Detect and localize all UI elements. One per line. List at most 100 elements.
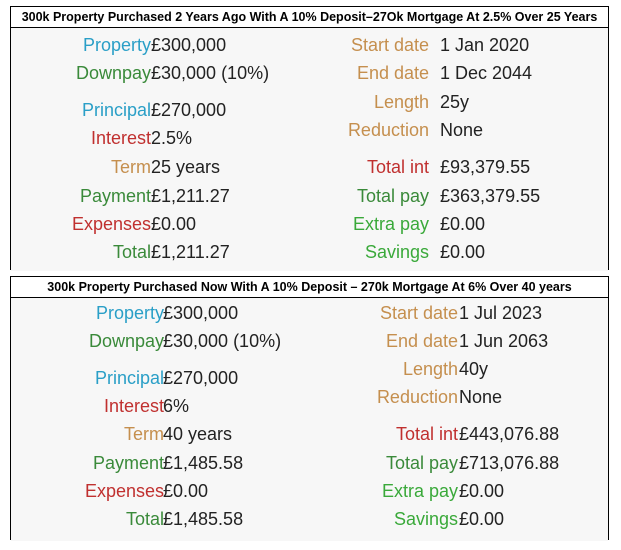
- property-label: Property: [95, 303, 164, 323]
- principal-row: Principal £270,000: [11, 365, 611, 391]
- term-row: Term 25 years: [11, 154, 611, 180]
- reduction-label: Reduction: [347, 120, 429, 140]
- reduction-value: None: [459, 387, 503, 407]
- panel-body: Property £300,000 Downpay £30,000 (10%) …: [11, 28, 608, 271]
- end-date-value: 1 Dec 2044: [440, 63, 533, 83]
- savings-label: Savings: [364, 242, 429, 262]
- panel-title: 300k Property Purchased Now With A 10% D…: [11, 277, 608, 298]
- start-date-value: 1 Jan 2020: [440, 35, 530, 55]
- panel-title: 300k Property Purchased 2 Years Ago With…: [11, 7, 608, 28]
- end-date-label: End date: [356, 63, 429, 83]
- expenses-row: Expenses £0.00: [11, 211, 611, 237]
- term-label: Term: [124, 424, 164, 444]
- savings-label: Savings: [393, 509, 458, 529]
- expenses-value: £0.00: [163, 481, 209, 501]
- start-date-row: Start date 1 Jul 2023: [11, 300, 611, 326]
- principal-row: Principal £270,000: [11, 97, 611, 123]
- start-date-label: Start date: [379, 303, 458, 323]
- total-int-label: Total int: [366, 157, 429, 177]
- principal-value: £270,000: [163, 368, 239, 388]
- reduction-value: None: [440, 120, 484, 140]
- reduction-row: Reduction None: [11, 384, 611, 410]
- savings-value: £0.00: [440, 242, 486, 262]
- total-pay-label: Total pay: [385, 453, 458, 473]
- extra-pay-value: £0.00: [459, 481, 505, 501]
- end-date-row: End date 1 Jun 2063: [11, 328, 611, 354]
- downpay-value: £30,000 (10%): [163, 331, 282, 351]
- total-int-value: £443,076.88: [459, 424, 560, 444]
- interest-label: Interest: [103, 396, 164, 416]
- mortgage-panel-2020: 300k Property Purchased 2 Years Ago With…: [10, 6, 609, 271]
- payment-label: Payment: [92, 453, 164, 473]
- total-int-label: Total int: [395, 424, 458, 444]
- downpay-label: Downpay: [75, 63, 151, 83]
- interest-row: Interest 6%: [11, 393, 611, 419]
- total-pay-label: Total pay: [356, 186, 429, 206]
- interest-label: Interest: [90, 128, 151, 148]
- expenses-value: £0.00: [151, 214, 197, 234]
- term-value: 40 years: [163, 424, 233, 444]
- end-date-row: End date 1 Dec 2044: [11, 60, 611, 86]
- reduction-row: Reduction None: [11, 117, 611, 143]
- property-row: Property £300,000: [11, 300, 611, 326]
- payment-value: £1,485.58: [163, 453, 244, 473]
- interest-value: 6%: [163, 396, 190, 416]
- interest-value: 2.5%: [151, 128, 193, 148]
- expenses-label: Expenses: [84, 481, 164, 501]
- downpay-row: Downpay £30,000 (10%): [11, 60, 611, 86]
- length-value: 40y: [459, 359, 489, 379]
- total-pay-value: £713,076.88: [459, 453, 560, 473]
- property-row: Property £300,000: [11, 32, 611, 58]
- payment-row: Payment £1,485.58: [11, 450, 611, 476]
- length-row: Length 25y: [11, 89, 611, 115]
- principal-label: Principal: [94, 368, 164, 388]
- total-label: Total: [112, 242, 151, 262]
- payment-value: £1,211.27: [151, 186, 230, 206]
- extra-pay-row: Extra pay £0.00: [11, 211, 611, 237]
- savings-row: Savings £0.00: [11, 506, 611, 532]
- start-date-value: 1 Jul 2023: [459, 303, 543, 323]
- principal-label: Principal: [81, 100, 151, 120]
- end-date-label: End date: [385, 331, 458, 351]
- end-date-value: 1 Jun 2063: [459, 331, 549, 351]
- start-date-row: Start date 1 Jan 2020: [11, 32, 611, 58]
- length-value: 25y: [440, 92, 470, 112]
- panel-body: Property £300,000 Downpay £30,000 (10%) …: [11, 298, 608, 541]
- total-int-row: Total int £93,379.55: [11, 154, 611, 180]
- total-value: £1,485.58: [163, 509, 244, 529]
- mortgage-panel-2023: 300k Property Purchased Now With A 10% D…: [10, 276, 609, 541]
- extra-pay-label: Extra pay: [352, 214, 429, 234]
- principal-value: £270,000: [151, 100, 227, 120]
- term-value: 25 years: [151, 157, 221, 177]
- downpay-row: Downpay £30,000 (10%): [11, 328, 611, 354]
- expenses-row: Expenses £0.00: [11, 478, 611, 504]
- term-label: Term: [111, 157, 151, 177]
- property-value: £300,000: [151, 35, 227, 55]
- reduction-label: Reduction: [376, 387, 458, 407]
- savings-row: Savings £0.00: [11, 239, 611, 265]
- total-value: £1,211.27: [151, 242, 230, 262]
- property-label: Property: [82, 35, 151, 55]
- downpay-label: Downpay: [88, 331, 164, 351]
- extra-pay-row: Extra pay £0.00: [11, 478, 611, 504]
- total-pay-row: Total pay £363,379.55: [11, 183, 611, 209]
- total-row: Total £1,485.58: [11, 506, 611, 532]
- total-pay-value: £363,379.55: [440, 186, 541, 206]
- start-date-label: Start date: [350, 35, 429, 55]
- total-row: Total £1,211.27: [11, 239, 611, 265]
- interest-row: Interest 2.5%: [11, 125, 611, 151]
- extra-pay-label: Extra pay: [381, 481, 458, 501]
- expenses-label: Expenses: [71, 214, 151, 234]
- length-label: Length: [373, 92, 429, 112]
- total-int-value: £93,379.55: [440, 157, 531, 177]
- total-int-row: Total int £443,076.88: [11, 421, 611, 447]
- length-label: Length: [402, 359, 458, 379]
- downpay-value: £30,000 (10%): [151, 63, 270, 83]
- savings-value: £0.00: [459, 509, 505, 529]
- total-pay-row: Total pay £713,076.88: [11, 450, 611, 476]
- property-value: £300,000: [163, 303, 239, 323]
- term-row: Term 40 years: [11, 421, 611, 447]
- extra-pay-value: £0.00: [440, 214, 486, 234]
- payment-label: Payment: [79, 186, 151, 206]
- length-row: Length 40y: [11, 356, 611, 382]
